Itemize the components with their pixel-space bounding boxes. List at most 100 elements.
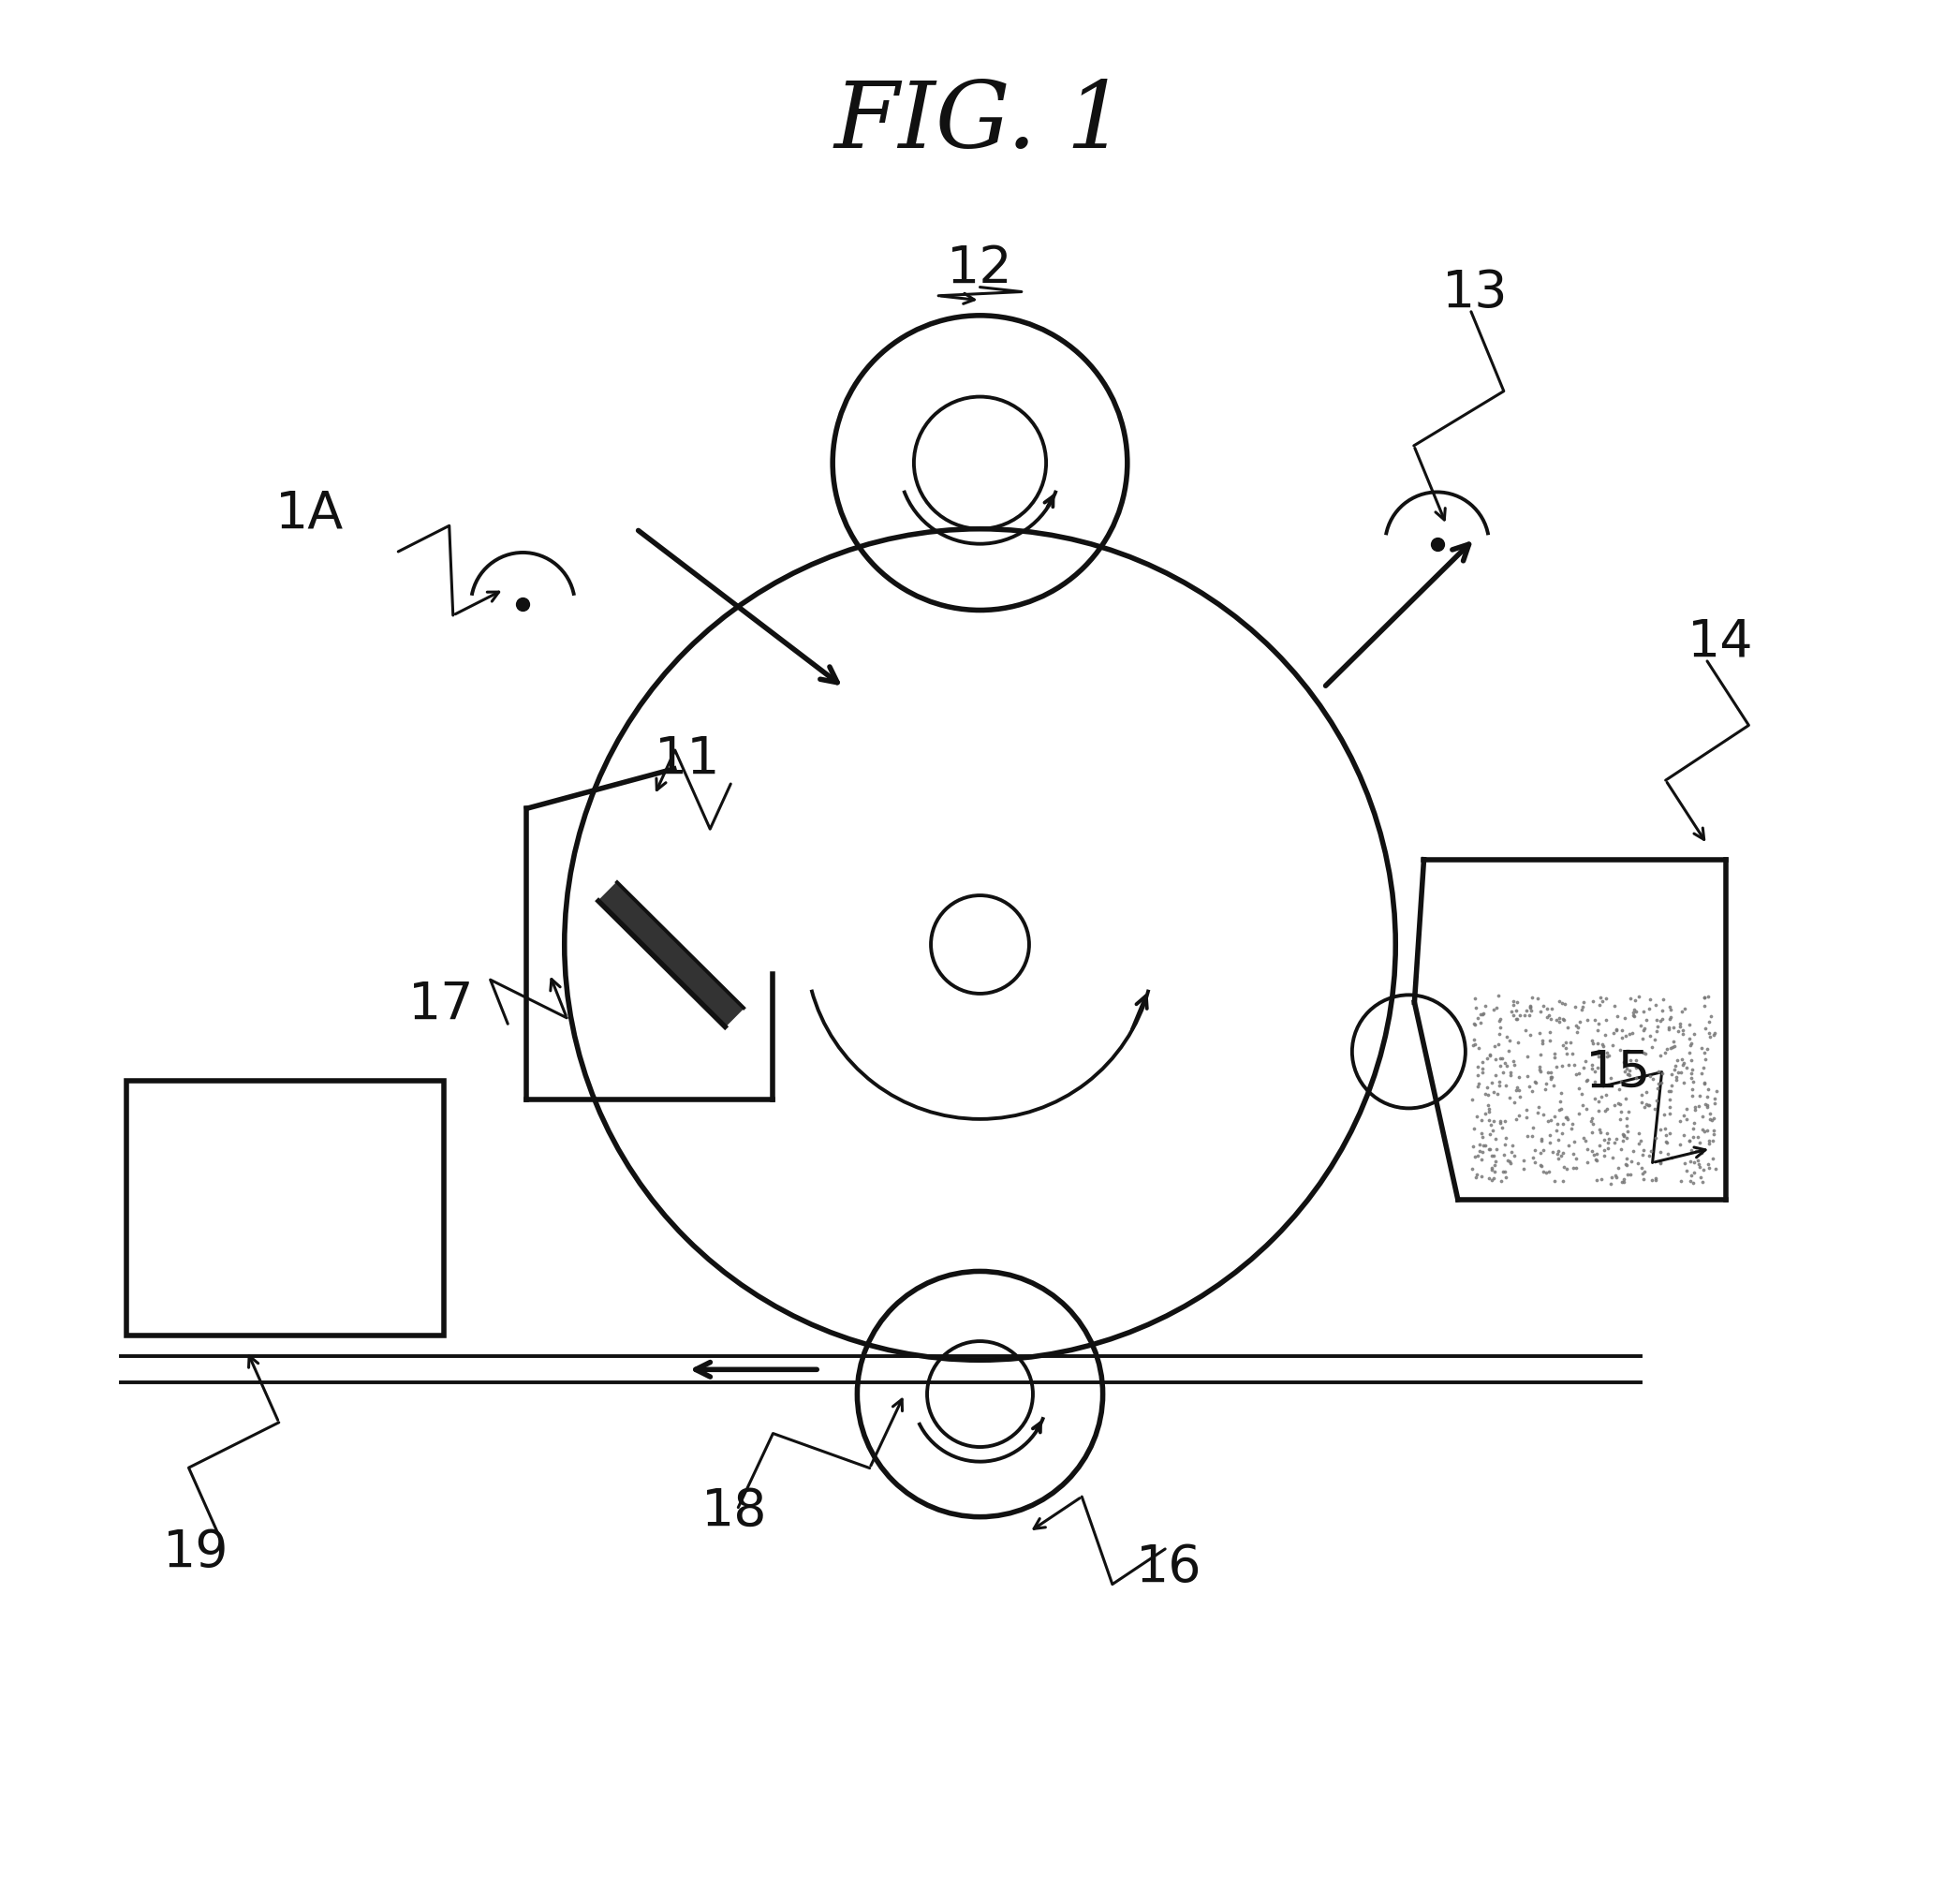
Point <box>1466 1058 1497 1088</box>
Point <box>1531 1003 1562 1033</box>
Point <box>1533 1156 1564 1186</box>
Point <box>1601 1014 1633 1045</box>
Point <box>1529 1075 1560 1105</box>
Point <box>1678 1018 1709 1048</box>
Point <box>1590 1005 1621 1035</box>
Point <box>1642 1056 1674 1086</box>
Point <box>1697 1020 1729 1050</box>
Point <box>1495 1137 1527 1167</box>
Point <box>1476 1166 1507 1196</box>
Point <box>1605 1135 1637 1166</box>
Point <box>1584 1116 1615 1147</box>
Point <box>1697 1126 1729 1156</box>
Point <box>1523 982 1554 1013</box>
Point <box>1535 1062 1566 1092</box>
Point <box>1519 1135 1550 1166</box>
Point <box>1543 1109 1574 1139</box>
Point <box>1686 1033 1717 1064</box>
Point <box>1484 1050 1515 1081</box>
Point <box>1544 1079 1576 1109</box>
Point <box>1644 1137 1676 1167</box>
Point <box>1580 1145 1611 1175</box>
Text: 16: 16 <box>1135 1543 1201 1592</box>
Bar <box>125 1081 443 1336</box>
Point <box>1517 1143 1548 1173</box>
Point <box>1490 1156 1521 1186</box>
Point <box>1531 1069 1562 1099</box>
Point <box>1693 1149 1725 1179</box>
Point <box>1633 1090 1664 1120</box>
Point <box>1517 1120 1548 1150</box>
Point <box>1601 1001 1633 1031</box>
Point <box>1678 1167 1709 1198</box>
Point <box>1560 1152 1592 1183</box>
Point <box>1482 980 1513 1011</box>
Point <box>1570 1065 1601 1096</box>
Point <box>1533 1105 1564 1135</box>
Point <box>1609 1149 1641 1179</box>
Point <box>1611 1103 1642 1133</box>
Point <box>1699 1018 1731 1048</box>
Point <box>1691 1075 1723 1105</box>
Point <box>1474 1118 1505 1149</box>
Text: FIG. 1: FIG. 1 <box>833 77 1127 168</box>
Point <box>1470 1130 1501 1160</box>
Point <box>1690 1014 1721 1045</box>
Point <box>1548 1030 1580 1060</box>
Point <box>1609 1120 1641 1150</box>
Point <box>1488 1113 1519 1143</box>
Point <box>1576 1107 1607 1137</box>
Point <box>1699 1088 1731 1118</box>
Point <box>1560 1011 1592 1041</box>
Point <box>1584 990 1615 1020</box>
Point <box>1676 1135 1707 1166</box>
Point <box>1664 1009 1695 1039</box>
Point <box>1533 1058 1564 1088</box>
Point <box>1623 1130 1654 1160</box>
Point <box>1588 1030 1619 1060</box>
Point <box>1611 1084 1642 1115</box>
Point <box>1682 1122 1713 1152</box>
Point <box>1593 1124 1625 1154</box>
Point <box>1511 1103 1543 1133</box>
Text: 11: 11 <box>655 735 719 784</box>
Point <box>1490 1162 1521 1192</box>
Point <box>1607 1047 1639 1077</box>
Point <box>1631 1005 1662 1035</box>
Point <box>1546 1118 1578 1149</box>
Point <box>1627 1086 1658 1116</box>
Point <box>1503 1101 1535 1132</box>
Point <box>1592 1128 1623 1158</box>
Point <box>1511 1122 1543 1152</box>
Point <box>1495 1056 1527 1086</box>
Point <box>1697 1103 1729 1133</box>
Point <box>1535 1064 1566 1094</box>
Point <box>1644 1005 1676 1035</box>
Point <box>1584 1041 1615 1071</box>
Point <box>1568 1052 1599 1082</box>
Point <box>1627 1158 1658 1188</box>
Point <box>1629 1039 1660 1069</box>
Point <box>1570 1047 1601 1077</box>
Point <box>1546 1050 1578 1081</box>
Point <box>1693 1098 1725 1128</box>
Point <box>1460 992 1492 1022</box>
Point <box>1611 1111 1642 1141</box>
Point <box>1590 1124 1621 1154</box>
Point <box>1601 1088 1633 1118</box>
Point <box>1462 1101 1494 1132</box>
Point <box>1484 1107 1515 1137</box>
Text: 17: 17 <box>410 980 474 1030</box>
Point <box>1627 1024 1658 1054</box>
Point <box>1690 1045 1721 1075</box>
Point <box>1486 1166 1517 1196</box>
Point <box>1544 1086 1576 1116</box>
Point <box>1543 1124 1574 1154</box>
Point <box>1650 1128 1682 1158</box>
Point <box>1535 1058 1566 1088</box>
Point <box>1654 1033 1686 1064</box>
Point <box>1490 1071 1521 1101</box>
Point <box>1668 1014 1699 1045</box>
Point <box>1525 1126 1556 1156</box>
Point <box>1476 1152 1507 1183</box>
